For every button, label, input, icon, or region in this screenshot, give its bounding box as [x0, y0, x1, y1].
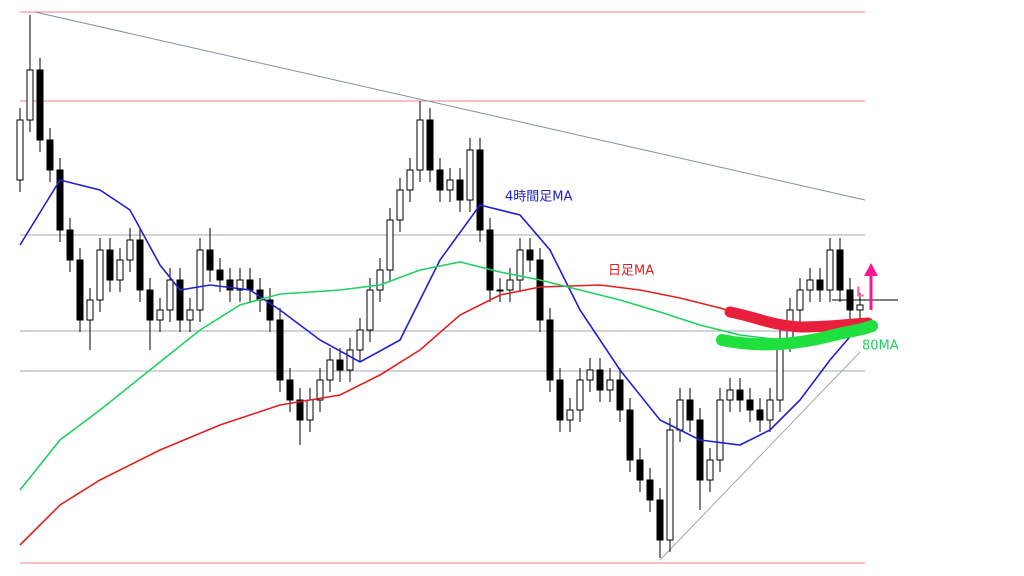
candle-body [326, 359, 334, 381]
candle-body [736, 389, 744, 401]
candle-body [406, 169, 414, 191]
candle-body [66, 229, 74, 261]
candle-body [56, 169, 64, 231]
candle-body [366, 289, 374, 331]
candle-body [146, 289, 154, 321]
candle-body [556, 379, 564, 421]
line-label: 80MA [862, 339, 899, 354]
candle-body [566, 409, 574, 421]
candle-body [766, 399, 774, 421]
candle-body [816, 279, 824, 291]
candle-body [546, 319, 554, 381]
candle-body [726, 389, 734, 401]
candle-body [466, 149, 474, 201]
candle-body [526, 249, 534, 261]
candle-body [186, 309, 194, 321]
candle-body [286, 379, 294, 401]
candle-body [636, 459, 644, 481]
candle-body [516, 249, 524, 281]
candle-body [856, 304, 864, 311]
candle-body [86, 299, 94, 321]
candle-body [586, 369, 594, 381]
candle-body [126, 239, 134, 261]
highlight-stroke [716, 320, 878, 351]
candle-body [706, 459, 714, 481]
candle-body [476, 149, 484, 231]
candle-body [166, 279, 174, 311]
candle-body [436, 169, 444, 191]
line-label: 日足MA [608, 264, 654, 279]
candle-body [236, 279, 244, 291]
arrow-head [864, 263, 878, 276]
candle-body [206, 249, 214, 271]
candle-body [596, 369, 604, 391]
candle-body [386, 219, 394, 271]
trend-line [34, 11, 866, 201]
candle-body [76, 259, 84, 321]
line-label: 4時間足MA [505, 190, 572, 205]
candle-body [456, 179, 464, 201]
candle-body [276, 319, 284, 381]
candle-body [716, 399, 724, 461]
candle-body [646, 479, 654, 501]
candle-body [486, 229, 494, 291]
candle-body [96, 249, 104, 301]
candle-body [756, 409, 764, 421]
candle-body [796, 289, 804, 311]
candle-body [346, 349, 354, 371]
candle-body [16, 119, 24, 181]
candle-body [696, 419, 704, 481]
candle-body [426, 119, 434, 171]
candle-body [46, 139, 54, 171]
candle-body [376, 269, 384, 291]
candle-body [676, 399, 684, 431]
candle-body [496, 289, 504, 292]
candle-body [356, 329, 364, 351]
candle-body [246, 279, 254, 291]
candle-body [506, 279, 514, 291]
candle-body [686, 399, 694, 421]
candle-body [116, 259, 124, 281]
candle-body [626, 409, 634, 461]
candle-body [106, 249, 114, 281]
candle-body [216, 269, 224, 281]
candle-body [666, 429, 674, 541]
trend-line [659, 351, 861, 561]
candle-body [536, 259, 544, 321]
highlight-stroke [724, 306, 874, 333]
candle-body [446, 179, 454, 191]
candle-body [296, 399, 304, 421]
candle-body [266, 299, 274, 321]
candle-body [846, 289, 854, 311]
moving-average [19, 179, 861, 446]
candle-body [746, 399, 754, 411]
candle-body [156, 309, 164, 321]
candle-body [336, 359, 344, 371]
candle-body [656, 499, 664, 541]
candle-body [176, 279, 184, 321]
candle-body [396, 189, 404, 221]
candle-body [836, 249, 844, 291]
candle-body [226, 279, 234, 291]
moving-average [19, 261, 861, 491]
moving-average [19, 284, 860, 546]
candle-body [616, 379, 624, 411]
candle-body [416, 119, 424, 171]
candle-body [196, 249, 204, 311]
candle-body [826, 249, 834, 291]
candle-body [26, 69, 34, 121]
candle-body [316, 379, 324, 401]
candle-body [36, 69, 44, 141]
candle-body [306, 399, 314, 421]
candle-body [576, 379, 584, 411]
candle-body [606, 379, 614, 391]
candle-body [136, 239, 144, 291]
annotation: L [856, 286, 864, 301]
candle-body [806, 279, 814, 291]
